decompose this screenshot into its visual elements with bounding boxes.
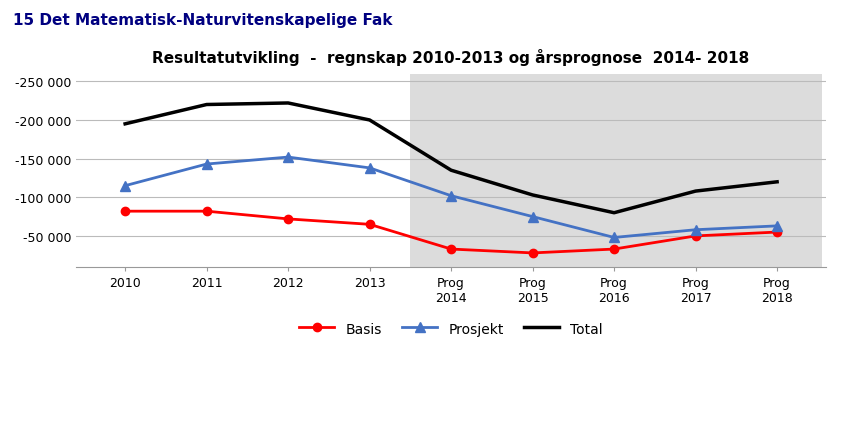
Prosjekt bbox=[772, 224, 782, 229]
Total bbox=[120, 122, 130, 127]
Basis bbox=[690, 234, 701, 239]
Prosjekt bbox=[202, 162, 212, 167]
Total bbox=[283, 101, 294, 106]
Prosjekt bbox=[690, 227, 701, 233]
Total bbox=[446, 168, 456, 173]
Line: Basis: Basis bbox=[121, 208, 781, 258]
Line: Prosjekt: Prosjekt bbox=[120, 153, 782, 243]
Total bbox=[365, 118, 375, 123]
Prosjekt bbox=[283, 155, 294, 160]
Total bbox=[690, 189, 701, 194]
Prosjekt bbox=[446, 194, 456, 199]
Bar bbox=[410, 74, 822, 267]
Total bbox=[772, 180, 782, 185]
Basis bbox=[446, 247, 456, 252]
Prosjekt bbox=[120, 184, 130, 189]
Total bbox=[609, 211, 619, 216]
Text: 15 Det Matematisk-Naturvitenskapelige Fak: 15 Det Matematisk-Naturvitenskapelige Fa… bbox=[13, 13, 392, 28]
Line: Total: Total bbox=[125, 104, 777, 213]
Basis bbox=[527, 251, 537, 256]
Prosjekt bbox=[609, 235, 619, 240]
Title: Resultatutvikling  -  regnskap 2010-2013 og årsprognose  2014- 2018: Resultatutvikling - regnskap 2010-2013 o… bbox=[152, 49, 749, 66]
Total bbox=[202, 103, 212, 108]
Prosjekt bbox=[365, 166, 375, 171]
Basis bbox=[609, 247, 619, 252]
Prosjekt bbox=[527, 215, 537, 220]
Legend: Basis, Prosjekt, Total: Basis, Prosjekt, Total bbox=[294, 316, 608, 341]
Basis bbox=[283, 217, 294, 222]
Basis bbox=[772, 230, 782, 235]
Basis bbox=[365, 222, 375, 227]
Basis bbox=[202, 209, 212, 214]
Basis bbox=[120, 209, 130, 214]
Total bbox=[527, 193, 537, 198]
